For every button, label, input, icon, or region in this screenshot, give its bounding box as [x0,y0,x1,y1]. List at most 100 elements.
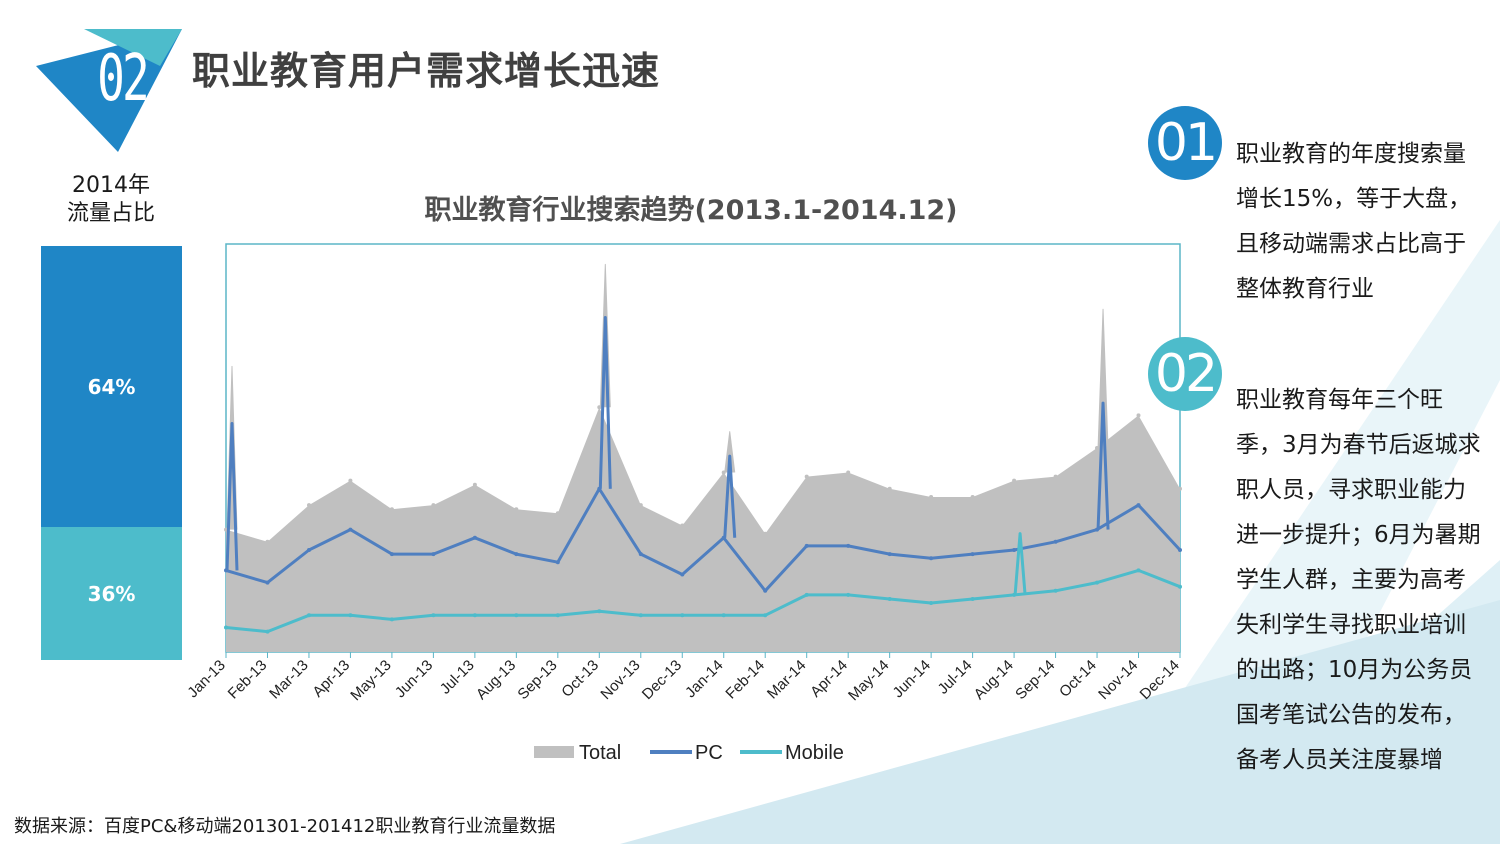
point-mobile-apr-14 [846,592,851,597]
point-pc-jun-14 [929,556,934,561]
point-mobile-sep-14 [1053,588,1058,593]
x-tick-label: Mar-14 [764,657,810,703]
x-tick-label: Oct-14 [1056,657,1100,701]
peak-total-jan-14 [724,431,736,473]
mobile-share-bar: 36% [41,527,182,660]
point-mobile-nov-13 [638,613,643,618]
point-2-number: 02 [1148,337,1222,411]
share-label-year: 2014年 [72,173,150,198]
point-total-sep-14 [1053,474,1058,479]
x-tick-label: Feb-14 [722,657,768,703]
point-total-dec-13 [680,523,685,528]
share-label-text: 流量占比 [66,201,155,226]
point-mobile-jun-13 [431,613,436,618]
point-mobile-jun-14 [929,601,934,605]
point-pc-may-13 [389,552,394,557]
x-tick-label: Aug-13 [473,657,519,703]
x-tick-label: Jul-13 [437,657,478,698]
point-total-jul-13 [472,482,477,487]
point-mobile-oct-13 [597,609,602,614]
point-total-jun-14 [929,495,934,499]
point-total-jun-13 [431,503,436,508]
series-total-area [226,407,1180,652]
peak-pc-oct-13 [598,315,612,489]
point-total-sep-13 [555,511,560,516]
x-tick-label: Jul-14 [935,657,976,698]
peak-pc-oct-14 [1096,401,1110,530]
pc-share-value: 64% [87,374,136,399]
point-mobile-nov-14 [1136,568,1141,573]
mobile-share-value: 36% [87,581,136,606]
point-total-feb-14 [763,531,768,536]
point-mobile-jan-13 [224,625,228,630]
point-mobile-may-14 [887,597,892,601]
chart-title: 职业教育行业搜索趋势(2013.1-2014.12) [424,195,958,226]
point-pc-nov-14 [1136,503,1141,508]
point-mobile-oct-14 [1095,580,1099,585]
x-tick-label: Oct-13 [558,657,602,701]
point-1-text: 职业教育的年度搜索量增长15%，等于大盘，且移动端需求占比高于整体教育行业 [1236,141,1472,302]
x-tick-label: Nov-14 [1095,657,1141,703]
point-total-mar-13 [307,503,311,508]
point-total-mar-14 [804,474,809,479]
x-tick-label: Apr-14 [807,657,851,701]
point-pc-aug-14 [1012,548,1017,552]
point-mobile-mar-13 [307,613,311,618]
legend-label-pc: PC [695,742,723,764]
page-title: 职业教育用户需求增长迅速 [192,49,661,93]
x-tick-label: Apr-13 [309,657,353,701]
x-tick-label: Dec-14 [1137,657,1183,703]
point-pc-feb-13 [265,580,270,585]
pc-share-bar: 64% [41,246,182,527]
point-total-dec-14 [1178,486,1182,491]
peak-mobile-aug-14 [1013,532,1027,596]
x-tick-label: Jan-13 [184,657,228,701]
point-pc-may-14 [887,552,892,557]
point-mobile-sep-13 [555,613,560,618]
point-total-may-14 [887,486,892,491]
peak-pc-jan-14 [723,454,737,538]
point-total-aug-13 [514,507,519,512]
point-total-nov-13 [638,503,643,508]
peak-total-oct-14 [1097,308,1109,449]
peak-pc-jan-13 [225,422,239,571]
point-mobile-may-13 [389,617,394,622]
point-pc-aug-13 [514,552,519,557]
x-tick-label: Jun-13 [392,657,436,701]
point-pc-sep-13 [555,560,560,565]
x-tick-label: Aug-14 [971,657,1017,703]
point-pc-dec-13 [680,572,685,577]
series-mobile-line [225,568,1181,634]
section-number: 02 [97,42,150,116]
point-pc-sep-14 [1053,539,1058,544]
point-pc-mar-13 [307,548,311,552]
legend-label-total: Total [579,742,621,764]
x-tick-label: Sep-13 [514,657,560,703]
point-pc-jun-13 [431,552,436,557]
x-tick-label: Dec-13 [639,657,685,703]
point-pc-mar-14 [804,543,809,548]
legend-swatch-total [534,746,574,758]
point-pc-feb-14 [763,588,768,593]
data-source: 数据来源：百度PC&移动端201301-201412职业教育行业流量数据 [14,816,556,837]
point-mobile-feb-14 [763,613,768,618]
point-pc-nov-13 [638,552,643,557]
point-total-feb-13 [265,539,270,544]
point-total-jul-14 [970,495,975,499]
share-label: 2014年 流量占比 [40,172,182,228]
point-pc-dec-14 [1178,548,1182,552]
point-pc-apr-13 [348,527,353,532]
point-1-number: 01 [1148,106,1222,180]
point-mobile-jul-13 [472,613,477,618]
point-total-nov-14 [1136,413,1141,418]
x-tick-label: Nov-13 [597,657,643,703]
point-total-apr-14 [846,470,851,475]
x-tick-label: Mar-13 [266,657,312,703]
point-pc-jul-14 [970,552,975,557]
point-mobile-aug-13 [514,613,519,618]
point-mobile-mar-14 [804,592,809,597]
point-total-aug-14 [1012,478,1017,483]
point-total-apr-13 [348,478,353,483]
point-mobile-feb-13 [265,629,270,634]
